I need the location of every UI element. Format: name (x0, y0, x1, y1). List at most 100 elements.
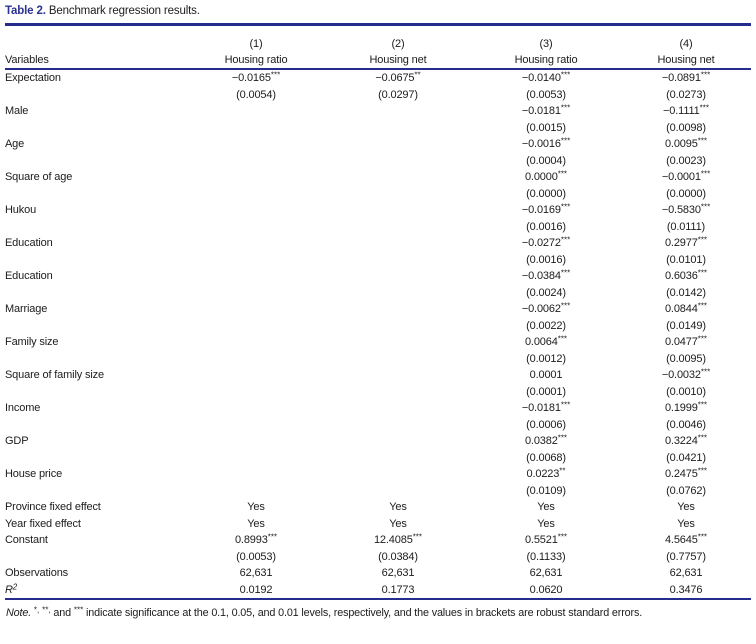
table-cell (187, 400, 325, 417)
table-row: GDP 0.0382*** 0.3224*** (5, 433, 751, 450)
table-row: Square of age 0.0000*** −0.0001*** (5, 169, 751, 186)
column-name-2: Housing net (325, 50, 471, 70)
table-cell (325, 301, 471, 318)
table-cell (325, 351, 471, 368)
column-name-1: Housing ratio (187, 50, 325, 70)
table-cell (325, 334, 471, 351)
table-cell: (0.0053) (236, 550, 276, 563)
table-cell: (0.0016) (526, 220, 566, 233)
table-cell (325, 367, 471, 384)
table-row: Year fixed effect Yes Yes Yes Yes (5, 516, 751, 533)
row-label: Observations (5, 567, 69, 579)
table-cell (325, 252, 471, 269)
table-cell: (0.0111) (666, 220, 706, 233)
table-cell (325, 153, 471, 170)
stderr-row: (0.0109) (0.0762) (5, 483, 751, 500)
table-cell: (0.0006) (526, 418, 566, 431)
table-cell (325, 384, 471, 401)
table-cell: 0.0001 (529, 369, 563, 381)
table-cell: 0.0095*** (664, 136, 708, 150)
table-cell: (0.0001) (526, 385, 566, 398)
table-header: (1) (2) (3) (4) Variables Housing ratio Hous… (5, 25, 751, 70)
table-row: R2 0.0192 0.1773 0.0620 0.3476 (5, 581, 751, 600)
table-row: Constant 0.8993*** 12.4085*** 0.5521*** 4.56… (5, 532, 751, 549)
table-cell: 0.8993*** (234, 532, 278, 546)
table-cell: 0.0477*** (664, 334, 708, 348)
table-cell: 62,631 (381, 567, 415, 579)
table-cell (187, 202, 325, 219)
row-label: Male (5, 105, 29, 117)
table-cell: −0.0165*** (231, 70, 281, 84)
table-cell: −0.0062*** (521, 301, 571, 315)
table-cell: −0.0384*** (521, 268, 571, 282)
regression-table: (1) (2) (3) (4) Variables Housing ratio Hous… (5, 23, 751, 600)
table-cell: 0.0192 (187, 581, 325, 600)
table-cell (187, 351, 325, 368)
table-cell (187, 417, 325, 434)
table-cell (325, 400, 471, 417)
row-label: Age (5, 138, 25, 150)
table-cell: 0.0064*** (524, 334, 568, 348)
corner-cell (5, 25, 187, 51)
table-cell (187, 334, 325, 351)
table-row: House price 0.0223** 0.2475*** (5, 466, 751, 483)
table-cell (187, 120, 325, 137)
table-cell: (0.0016) (526, 253, 566, 266)
row-label: R2 (5, 581, 187, 600)
table-cell (187, 301, 325, 318)
table-cell (325, 202, 471, 219)
table-cell: (0.0000) (526, 187, 566, 200)
table-cell: 0.3476 (621, 581, 751, 600)
table-cell: (0.0053) (526, 88, 566, 101)
table-cell (187, 268, 325, 285)
stderr-row: (0.0001) (0.0010) (5, 384, 751, 401)
stderr-row: (0.0006) (0.0046) (5, 417, 751, 434)
row-label (5, 450, 187, 467)
row-label (5, 285, 187, 302)
row-label: Education (5, 237, 53, 249)
table-cell: 0.0844*** (664, 301, 708, 315)
table-cell: 4.5645*** (664, 532, 708, 546)
row-label (5, 318, 187, 335)
row-label: GDP (5, 435, 29, 447)
stderr-row: (0.0022) (0.0149) (5, 318, 751, 335)
table-cell: 0.2977*** (664, 235, 708, 249)
table-cell: (0.0010) (666, 385, 706, 398)
table-row: Male −0.0181*** −0.1111*** (5, 103, 751, 120)
table-row: Age −0.0016*** 0.0095*** (5, 136, 751, 153)
table-cell (187, 153, 325, 170)
table-cell (325, 103, 471, 120)
row-label (5, 417, 187, 434)
table-cell: 62,631 (669, 567, 703, 579)
table-cell (325, 318, 471, 335)
table-cell: (0.0149) (666, 319, 706, 332)
table-cell (187, 318, 325, 335)
table-cell (187, 136, 325, 153)
table-cell: 0.0620 (471, 581, 621, 600)
table-cell: Yes (677, 517, 695, 530)
table-cell (325, 186, 471, 203)
table-cell: −0.0675** (375, 70, 421, 84)
table-cell: Yes (247, 517, 265, 530)
table-cell: (0.1133) (526, 550, 566, 563)
table-row: Marriage −0.0062*** 0.0844*** (5, 301, 751, 318)
table-cell: 0.0223** (526, 466, 566, 480)
column-number-1: (1) (249, 38, 263, 50)
table-row: Income −0.0181*** 0.1999*** (5, 400, 751, 417)
table-cell (325, 219, 471, 236)
row-label: Province fixed effect (5, 501, 101, 513)
table-cell: −0.1111*** (663, 103, 709, 117)
table-row: Observations 62,631 62,631 62,631 62,631 (5, 565, 751, 582)
table-cell: (0.0023) (666, 154, 706, 167)
table-cell: (0.0101) (666, 253, 706, 266)
table-note: Note. *, **, and *** indicate significan… (5, 605, 751, 621)
table-cell: Yes (677, 501, 695, 513)
table-caption: Table 2. Benchmark regression results. (5, 4, 751, 19)
table-cell (187, 169, 325, 186)
stderr-row: (0.0053) (0.0384) (0.1133) (0.7757) (5, 549, 751, 566)
table-cell: 0.0382*** (524, 433, 568, 447)
row-label (5, 549, 187, 566)
row-label: Year fixed effect (5, 517, 81, 530)
table-cell (325, 417, 471, 434)
table-cell: (0.0054) (236, 88, 276, 101)
